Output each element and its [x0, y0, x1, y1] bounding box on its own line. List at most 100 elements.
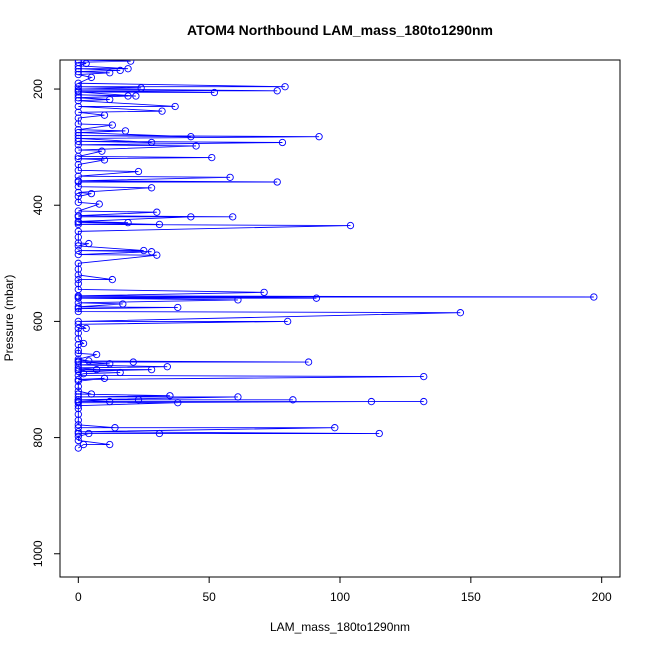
data-point — [124, 219, 132, 227]
data-point — [234, 296, 242, 304]
data-point — [158, 107, 166, 115]
x-axis: 0 50 100 150 200 — [75, 577, 612, 604]
data-point — [155, 220, 164, 229]
data-point — [74, 128, 82, 137]
data-point — [74, 198, 82, 206]
data-point — [74, 396, 82, 404]
chart-title: ATOM4 Northbound LAM_mass_180to1290nm — [187, 22, 493, 38]
data-point — [74, 299, 82, 307]
data-point — [74, 155, 82, 163]
data-point — [116, 66, 124, 75]
data-point — [74, 387, 82, 395]
data-point — [79, 440, 88, 449]
data-point — [74, 62, 82, 70]
data-point — [79, 339, 88, 348]
data-point — [174, 399, 182, 407]
data-point — [106, 69, 114, 77]
data-point — [74, 242, 82, 250]
data-point — [116, 368, 124, 377]
data-point — [74, 307, 82, 316]
data-point — [304, 358, 313, 366]
data-point — [74, 401, 82, 410]
data-point — [106, 440, 114, 449]
data-point — [121, 127, 130, 135]
data-point — [85, 429, 93, 438]
data-point — [74, 382, 82, 391]
data-point — [127, 60, 135, 65]
data-point — [74, 177, 82, 185]
data-point — [281, 83, 289, 91]
data-point — [163, 363, 171, 371]
data-point — [74, 421, 82, 429]
data-point — [74, 70, 82, 79]
data-point — [74, 227, 82, 236]
y-tick-label: 800 — [31, 427, 45, 447]
data-point — [187, 133, 195, 141]
data-point — [74, 436, 82, 445]
data-point — [74, 349, 82, 358]
data-point — [229, 213, 237, 221]
data-point — [289, 396, 297, 404]
data-point — [166, 392, 174, 400]
y-axis-label: Pressure (mbar) — [2, 275, 16, 362]
data-point — [95, 200, 103, 208]
data-point — [74, 444, 82, 452]
x-tick-label: 50 — [202, 590, 216, 604]
data-point — [74, 265, 82, 273]
y-tick-label: 600 — [31, 311, 45, 331]
data-point — [74, 239, 82, 247]
data-point — [87, 189, 96, 198]
data-point — [119, 300, 127, 308]
data-point — [74, 404, 82, 413]
data-point — [74, 275, 82, 284]
data-point — [74, 371, 82, 380]
data-point — [74, 91, 82, 99]
data-point — [129, 358, 137, 366]
data-point — [74, 324, 82, 333]
data-point — [111, 424, 119, 432]
x-tick-label: 200 — [592, 590, 612, 604]
data-point — [74, 160, 82, 169]
data-point — [124, 92, 132, 100]
data-point — [74, 212, 82, 220]
data-point — [367, 397, 376, 406]
data-point — [74, 285, 82, 294]
data-point — [85, 357, 93, 365]
series-line — [77, 60, 594, 449]
data-point — [74, 217, 82, 226]
data-point — [74, 233, 82, 241]
data-point — [74, 424, 82, 432]
data-point — [375, 429, 383, 438]
x-tick-label: 100 — [330, 590, 350, 604]
x-tick-label: 0 — [75, 590, 82, 604]
data-point — [331, 424, 339, 432]
data-point — [74, 166, 82, 175]
data-point — [74, 428, 82, 436]
data-point — [74, 182, 82, 191]
data-point — [74, 94, 82, 102]
data-point — [153, 251, 161, 259]
data-point — [74, 364, 82, 372]
data-point — [155, 429, 164, 438]
data-point — [74, 137, 82, 145]
series-points — [74, 60, 598, 452]
data-point — [74, 134, 82, 143]
data-point — [456, 309, 465, 317]
data-point — [74, 259, 82, 267]
data-point — [74, 114, 82, 122]
data-point — [74, 126, 82, 134]
data-point — [85, 239, 93, 248]
series-lines — [77, 60, 594, 449]
data-point — [108, 121, 116, 129]
data-point — [74, 60, 82, 64]
data-point — [590, 293, 598, 301]
data-point — [74, 346, 82, 355]
data-point — [74, 79, 82, 87]
data-point — [74, 97, 82, 105]
data-point — [74, 120, 82, 128]
data-point — [74, 246, 82, 255]
data-point — [74, 250, 82, 259]
data-point — [346, 221, 355, 230]
data-point — [134, 167, 143, 176]
